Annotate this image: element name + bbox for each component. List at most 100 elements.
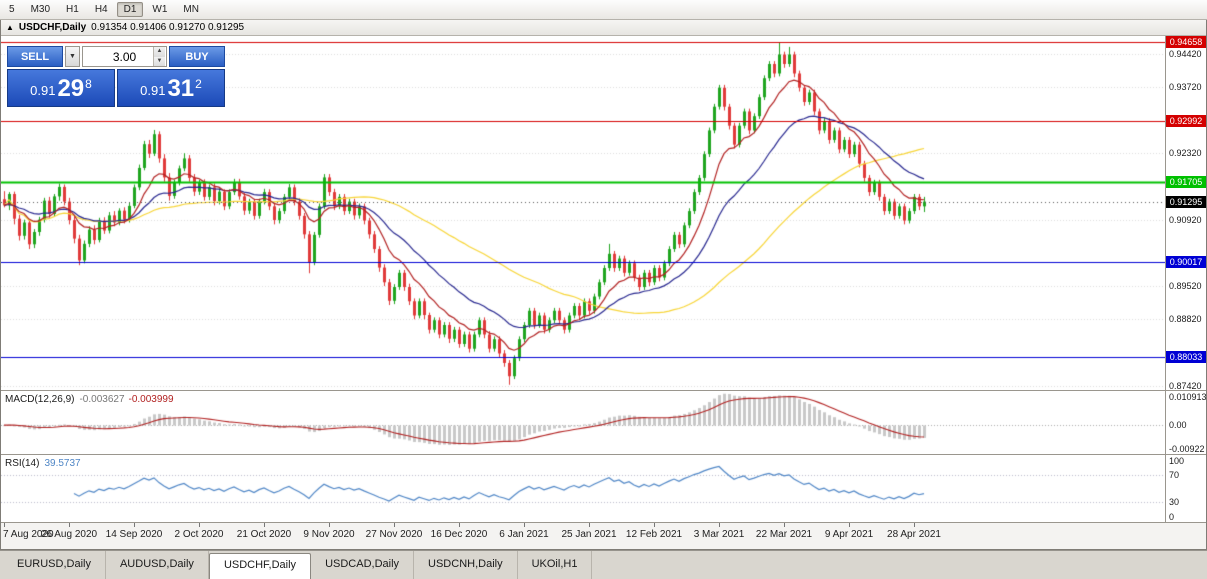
rsi-axis-100: 100 [1169,456,1185,466]
chart-ohlc-values: 0.91354 0.91406 0.91270 0.91295 [91,22,245,33]
date-label: 7 Aug 2020 [3,529,54,540]
price-tick-label: 0.88820 [1169,314,1202,325]
sell-button[interactable]: SELL [7,46,63,67]
sell-price-button[interactable]: 0.91 29 8 [7,69,115,107]
price-tick-label: 0.89520 [1169,281,1202,292]
chart-titlebar[interactable]: ▲ USDCHF,Daily 0.91354 0.91406 0.91270 0… [1,20,1206,36]
date-label: 6 Jan 2021 [499,529,549,540]
date-label: 22 Mar 2021 [755,529,813,540]
date-label: 14 Sep 2020 [105,529,163,540]
tab-eurusd-daily[interactable]: EURUSD,Daily [3,551,106,579]
price-tick-label: 0.87420 [1169,380,1202,391]
date-tick-mark [849,523,850,527]
date-label: 12 Feb 2021 [625,529,683,540]
spin-up-icon[interactable]: ▲ [153,47,165,57]
buy-price-pip: 2 [195,77,202,91]
chart-title: USDCHF,Daily [18,22,87,33]
volume-input[interactable]: 3.00 ▲ ▼ [82,46,167,67]
axis-separator [1165,36,1166,523]
chart-window: ▲ USDCHF,Daily 0.91354 0.91406 0.91270 0… [0,20,1207,550]
chart-window-icon: ▲ [6,22,14,32]
date-tick-mark [719,523,720,527]
date-tick-mark [394,523,395,527]
chart-body: MACD(12,26,9) -0.003627 -0.003999 RSI(14) 3… [1,36,1207,549]
price-tick-label: 0.94420 [1169,48,1202,59]
macd-axis-min: -0.00922 [1169,444,1205,454]
tab-audusd-daily[interactable]: AUDUSD,Daily [106,551,209,579]
spin-down-icon[interactable]: ▼ [153,56,165,66]
timeframe-button-h4[interactable]: H4 [94,4,108,15]
panel-separator[interactable] [1,454,1206,455]
volume-spinner[interactable]: ▲ ▼ [153,47,165,66]
current-price-tag: 0.91295 [1166,195,1206,208]
tab-ukoil-h1[interactable]: UKOil,H1 [518,551,593,579]
macd-indicator-canvas[interactable] [1,391,1165,454]
buy-price-main: 31 [167,75,195,102]
price-tick-label: 0.90920 [1169,214,1202,225]
level-price-tag[interactable]: 0.91705 [1166,176,1206,189]
date-label: 2 Oct 2020 [174,529,224,540]
date-label: 25 Jan 2021 [561,529,617,540]
macd-axis-max: 0.010913 [1169,392,1207,402]
macd-name: MACD(12,26,9) [5,394,75,405]
tab-usdchf-daily[interactable]: USDCHF,Daily [208,553,312,579]
rsi-name: RSI(14) [5,458,40,469]
date-tick-mark [524,523,525,527]
buy-button[interactable]: BUY [169,46,225,67]
date-tick-mark [69,523,70,527]
volume-dropdown-button[interactable]: ▼ [65,46,80,67]
date-tick-mark [459,523,460,527]
level-price-tag[interactable]: 0.92992 [1166,115,1206,128]
panel-separator [1,522,1206,523]
one-click-trading-panel: SELL ▼ 3.00 ▲ ▼ BUY 0.91 29 8 0.91 31 2 [7,46,225,107]
sell-price-pip: 8 [85,77,92,91]
date-tick-mark [199,523,200,527]
date-label: 16 Dec 2020 [430,529,488,540]
rsi-axis-30: 30 [1169,496,1180,507]
date-tick-mark [654,523,655,527]
date-label: 21 Oct 2020 [236,529,292,540]
date-tick-mark [264,523,265,527]
macd-signal-value: -0.003999 [128,394,174,405]
date-tick-mark [784,523,785,527]
date-tick-mark [329,523,330,527]
rsi-indicator-canvas[interactable] [1,455,1165,522]
tab-usdcad-daily[interactable]: USDCAD,Daily [311,551,415,579]
level-price-tag[interactable]: 0.88033 [1166,350,1206,363]
timeframe-button-d1[interactable]: D1 [116,2,144,17]
buy-price-button[interactable]: 0.91 31 2 [117,69,225,107]
rsi-value: 39.5737 [44,458,81,469]
date-label: 27 Nov 2020 [365,529,423,540]
level-price-tag[interactable]: 0.94658 [1166,36,1206,49]
date-tick-mark [589,523,590,527]
rsi-axis-70: 70 [1169,470,1180,481]
date-axis: 7 Aug 2020 26 Aug 2020 14 Sep 2020 2 Oct 20… [1,523,1206,549]
timeframe-button-h1[interactable]: H1 [66,4,79,15]
level-price-tag[interactable]: 0.90017 [1166,256,1206,269]
date-label: 9 Apr 2021 [824,529,874,540]
date-tick-mark [914,523,915,527]
rsi-indicator-label: RSI(14) 39.5737 [5,458,81,469]
date-label: 26 Aug 2020 [40,529,98,540]
panel-separator[interactable] [1,390,1206,391]
date-label: 3 Mar 2021 [693,529,745,540]
sell-price-main: 29 [57,75,85,102]
tab-usdcnh-daily[interactable]: USDCNH,Daily [414,551,518,579]
macd-axis-zero: 0.00 [1169,420,1187,431]
price-tick-label: 0.93720 [1169,81,1202,92]
timeframe-button-w1[interactable]: W1 [152,4,168,15]
date-tick-mark [134,523,135,527]
date-label: 28 Apr 2021 [887,529,941,540]
timeframe-toolbar: 5 M30 H1 H4 D1 W1 MN [0,0,1207,20]
price-tick-label: 0.92320 [1169,148,1202,159]
date-label: 9 Nov 2020 [303,529,355,540]
macd-value: -0.003627 [79,394,125,405]
timeframe-button-m30[interactable]: M30 [30,4,51,15]
date-tick-mark [4,523,5,527]
sell-price-prefix: 0.91 [30,83,56,98]
timeframe-button-mn[interactable]: MN [183,4,199,15]
timeframe-button-m5[interactable]: 5 [9,4,15,15]
macd-indicator-label: MACD(12,26,9) -0.003627 -0.003999 [5,394,174,405]
volume-value: 3.00 [112,49,137,64]
